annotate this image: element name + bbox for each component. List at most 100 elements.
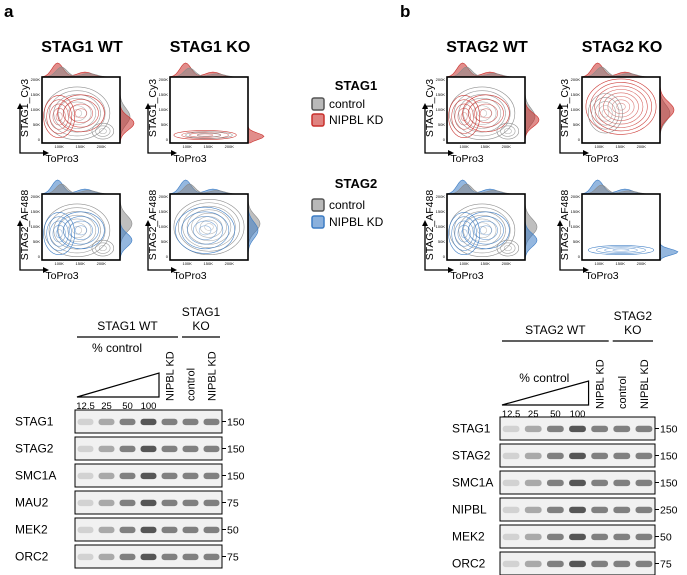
contour-line bbox=[175, 206, 236, 254]
y-tick-label: 0 bbox=[38, 137, 41, 142]
band bbox=[635, 506, 653, 514]
y-tick-label: 150K bbox=[31, 92, 41, 97]
contour-line bbox=[500, 125, 516, 137]
lane-label: control bbox=[186, 368, 198, 401]
x-tick-label: 100K bbox=[182, 261, 192, 266]
band bbox=[203, 526, 220, 534]
contour-line bbox=[91, 239, 115, 257]
flow-plot bbox=[169, 62, 265, 144]
contour-line bbox=[594, 101, 616, 126]
contour-line bbox=[496, 122, 520, 140]
arrow-head bbox=[557, 103, 589, 156]
lane-label: 25 bbox=[101, 401, 112, 412]
x-axis-label: ToPro3 bbox=[585, 270, 618, 282]
band bbox=[161, 526, 178, 534]
arrow-head bbox=[422, 103, 454, 156]
panel-label: a bbox=[4, 2, 14, 21]
band bbox=[591, 506, 609, 514]
band bbox=[77, 526, 94, 534]
contour-line bbox=[204, 223, 214, 231]
group-label: KO bbox=[624, 323, 641, 337]
contour-line bbox=[448, 212, 481, 256]
contour-line bbox=[616, 102, 626, 111]
contour-line bbox=[449, 203, 516, 258]
group-label: STAG2 WT bbox=[525, 323, 586, 337]
contour-line bbox=[451, 99, 477, 134]
group-label: STAG1 bbox=[182, 305, 221, 319]
x-axis-label: ToPro3 bbox=[450, 153, 483, 165]
contour-line bbox=[503, 245, 512, 252]
band bbox=[98, 526, 115, 534]
band bbox=[203, 499, 220, 507]
y-axis-label: STAG2_AF488 bbox=[19, 190, 31, 261]
band bbox=[77, 445, 94, 453]
band bbox=[613, 425, 631, 433]
contour-line bbox=[479, 108, 493, 119]
band bbox=[591, 560, 609, 568]
contour-line bbox=[67, 222, 87, 239]
band bbox=[591, 452, 609, 460]
band bbox=[569, 533, 586, 541]
y-tick-label: 100K bbox=[436, 107, 446, 112]
contour-line bbox=[58, 97, 97, 129]
lane-label: 100 bbox=[570, 409, 586, 420]
y-axis-label: STAG2_AF488 bbox=[559, 190, 571, 261]
contour-line bbox=[98, 245, 107, 252]
y-tick-label: 0 bbox=[578, 254, 581, 259]
lane-label: 25 bbox=[528, 409, 539, 420]
flow-plot bbox=[41, 179, 133, 261]
x-tick-label: 200K bbox=[637, 144, 647, 149]
y-tick-label: 0 bbox=[578, 137, 581, 142]
mw-label: 150 bbox=[227, 417, 245, 429]
y-tick-label: 0 bbox=[443, 137, 446, 142]
arrow-head bbox=[17, 103, 49, 156]
band bbox=[569, 479, 586, 487]
contour-line bbox=[52, 224, 66, 243]
contour-line bbox=[479, 225, 493, 236]
legend-item: NIPBL KD bbox=[329, 215, 384, 229]
band bbox=[569, 425, 586, 433]
band bbox=[613, 560, 631, 568]
legend-item: NIPBL KD bbox=[329, 113, 384, 127]
gradient-label: % control bbox=[92, 341, 142, 355]
contour-line bbox=[462, 94, 510, 133]
y-tick-label: 100K bbox=[159, 107, 169, 112]
x-tick-label: 150K bbox=[481, 144, 491, 149]
mw-label: 50 bbox=[660, 532, 672, 544]
contour-line bbox=[69, 103, 94, 123]
band bbox=[161, 445, 178, 453]
y-tick-label: 0 bbox=[443, 254, 446, 259]
axis-arrow bbox=[147, 222, 175, 271]
y-tick-label: 200K bbox=[31, 77, 41, 82]
x-tick-label: 150K bbox=[616, 261, 626, 266]
y-tick-label: 100K bbox=[571, 107, 581, 112]
legend-swatch bbox=[311, 215, 325, 229]
x-axis-label: ToPro3 bbox=[45, 270, 78, 282]
contour-line bbox=[49, 220, 69, 247]
contour-line bbox=[594, 85, 648, 128]
band bbox=[140, 445, 157, 453]
band bbox=[613, 452, 631, 460]
contour-line bbox=[62, 101, 92, 125]
band bbox=[591, 479, 609, 487]
x-tick-label: 100K bbox=[459, 261, 469, 266]
y-tick-label: 200K bbox=[159, 77, 169, 82]
band bbox=[119, 445, 136, 453]
band bbox=[161, 418, 178, 426]
band bbox=[613, 506, 631, 514]
contour-line bbox=[457, 224, 471, 243]
contour-line bbox=[611, 99, 631, 114]
mw-label: 150 bbox=[227, 444, 245, 456]
contour-line bbox=[173, 198, 245, 256]
protein-label: SMC1A bbox=[452, 476, 493, 490]
plot-title: STAG2 KO bbox=[582, 39, 663, 56]
contour-line bbox=[182, 205, 236, 249]
protein-label: STAG2 bbox=[452, 449, 491, 463]
contour-line bbox=[496, 239, 520, 257]
band bbox=[502, 533, 520, 541]
protein-label: STAG1 bbox=[452, 422, 491, 436]
gradient-triangle bbox=[501, 380, 590, 406]
x-tick-label: 100K bbox=[182, 144, 192, 149]
band bbox=[98, 499, 115, 507]
contour-line bbox=[460, 229, 468, 239]
